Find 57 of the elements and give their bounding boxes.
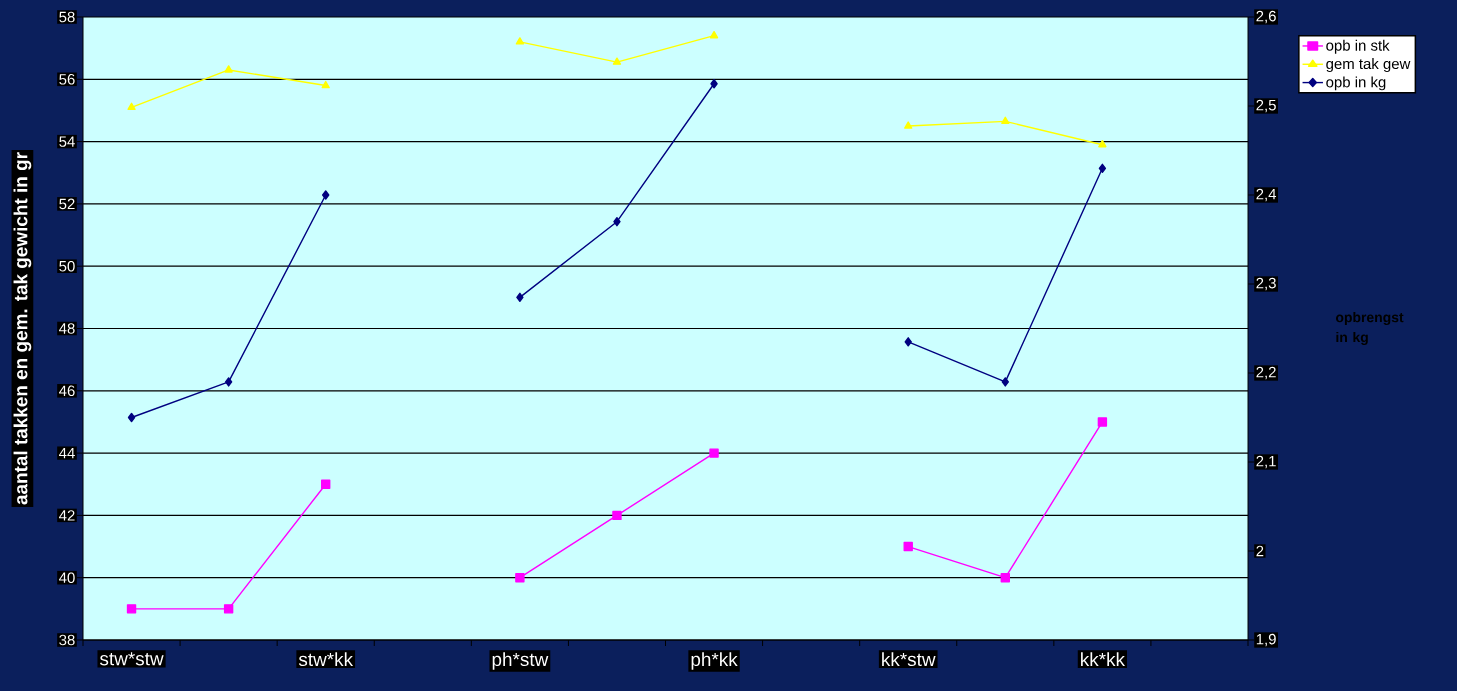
y-tick-label: 38 [59, 634, 75, 646]
point [322, 190, 330, 200]
y-tick-label: 54 [59, 136, 75, 147]
y2-tick-label: 2,4 [1256, 188, 1277, 202]
point [224, 377, 233, 387]
point [321, 80, 330, 89]
point [1001, 116, 1010, 125]
y2-tick-label: 2,5 [1256, 99, 1276, 113]
x-tick-label: stw*kk [298, 652, 354, 667]
point [321, 479, 331, 489]
x-tick-label: ph*kk [691, 652, 738, 670]
y-tick-label: 50 [59, 260, 75, 272]
y-tick-label: 48 [59, 323, 75, 334]
point [223, 604, 234, 614]
y-axis-title: aantal takken en gem. tak gewicht in gr [13, 152, 32, 505]
point [515, 37, 525, 45]
point [516, 292, 524, 303]
y-tick-label: 40 [59, 572, 75, 583]
y-tick-label: 52 [59, 198, 75, 210]
y2-tick-label: 2,2 [1256, 366, 1276, 380]
y2-tick-label: 2 [1256, 545, 1264, 557]
point [1098, 163, 1107, 173]
y2-tick-label: 2,6 [1256, 10, 1276, 24]
x-tick-label: kk*stw [882, 652, 936, 667]
y-tick-label: 46 [59, 385, 75, 397]
point [127, 102, 136, 111]
legend-label: gem tak gew [1326, 58, 1411, 73]
x-tick-label: ph*stw [492, 652, 549, 670]
point [224, 65, 233, 73]
point [126, 604, 137, 614]
point [1000, 573, 1010, 583]
point [904, 337, 912, 347]
y2-tick-label: 2,1 [1256, 455, 1276, 469]
y-tick-label: 42 [59, 510, 75, 521]
y2-tick-label: 2,3 [1256, 277, 1276, 291]
point [1097, 417, 1108, 427]
point [1098, 140, 1107, 148]
point [904, 121, 913, 129]
x-tick-label: stw*stw [100, 652, 164, 666]
point [709, 30, 719, 39]
point [709, 448, 719, 458]
point [710, 79, 718, 89]
y2-axis-title: opbrengst in kg [1335, 312, 1404, 345]
point [903, 541, 913, 552]
y-tick-label: 44 [59, 447, 75, 459]
y2-tick-label: 1,9 [1256, 633, 1276, 647]
point [515, 573, 525, 583]
point [612, 510, 622, 521]
x-tick-label: kk*kk [1081, 652, 1126, 666]
legend-label: opb in kg [1326, 76, 1386, 91]
y-tick-label: 58 [59, 11, 75, 23]
point [1001, 377, 1009, 387]
legend-label: opb in stk [1326, 39, 1390, 54]
point [613, 217, 621, 227]
point [612, 57, 622, 65]
point [127, 412, 136, 423]
y-tick-label: 56 [59, 74, 75, 85]
